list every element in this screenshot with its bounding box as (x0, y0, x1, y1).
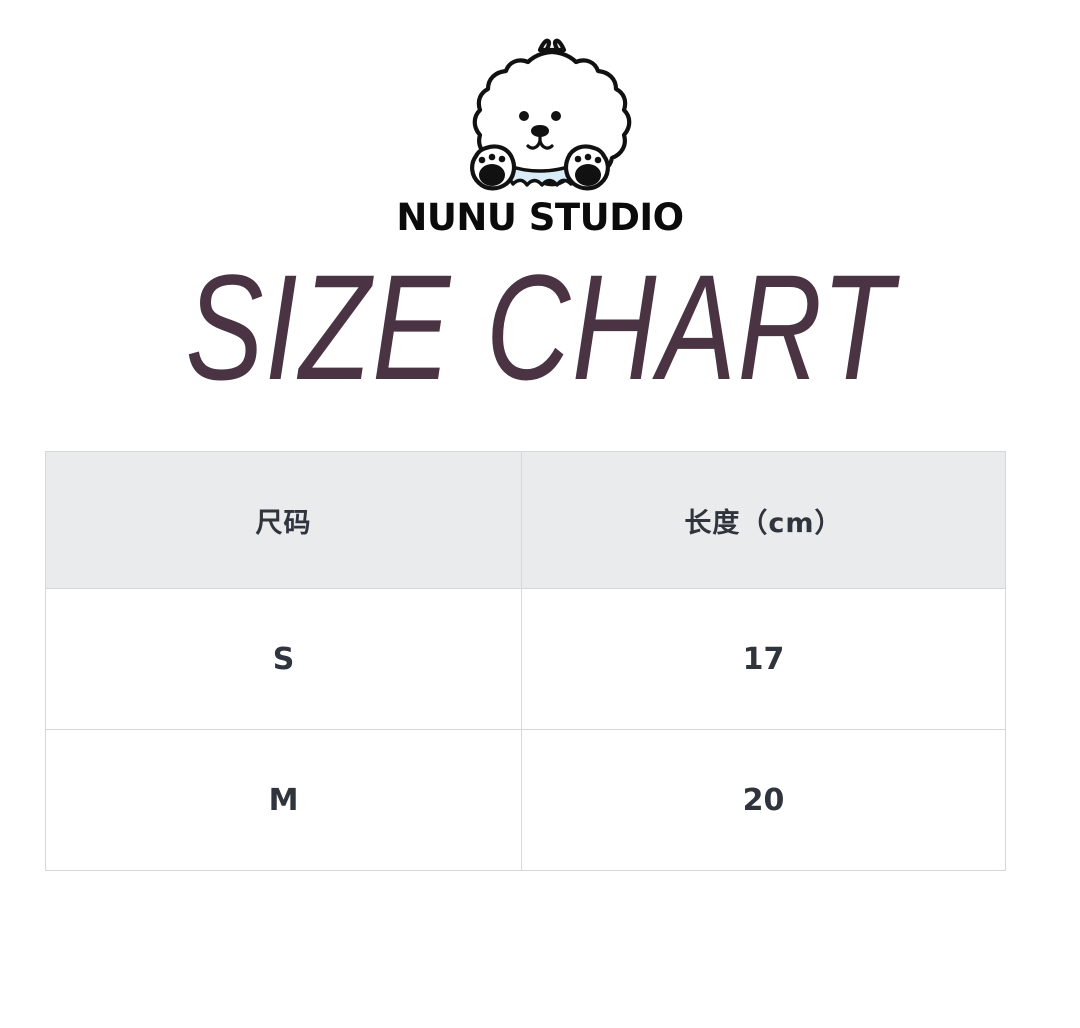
column-header-size: 尺码 (45, 451, 522, 589)
size-chart-table-container: 尺码 长度（cm） S 17 M 20 (45, 451, 1006, 871)
brand-header: NUNU STUDIO (0, 0, 1080, 250)
size-chart-table: 尺码 长度（cm） S 17 M 20 (45, 451, 1006, 871)
cell-size: S (45, 588, 522, 730)
page-title: SIZE CHART (185, 243, 895, 411)
cell-size: M (45, 729, 522, 871)
cell-length: 17 (521, 588, 1006, 730)
table-header-row: 尺码 长度（cm） (45, 451, 1006, 589)
column-header-length: 长度（cm） (521, 451, 1006, 589)
fluffy-dog-mascot-icon (470, 38, 632, 191)
table-row: S 17 (45, 588, 1006, 730)
brand-wordmark: NUNU STUDIO (396, 196, 684, 239)
cell-length: 20 (521, 729, 1006, 871)
table-row: M 20 (45, 729, 1006, 871)
